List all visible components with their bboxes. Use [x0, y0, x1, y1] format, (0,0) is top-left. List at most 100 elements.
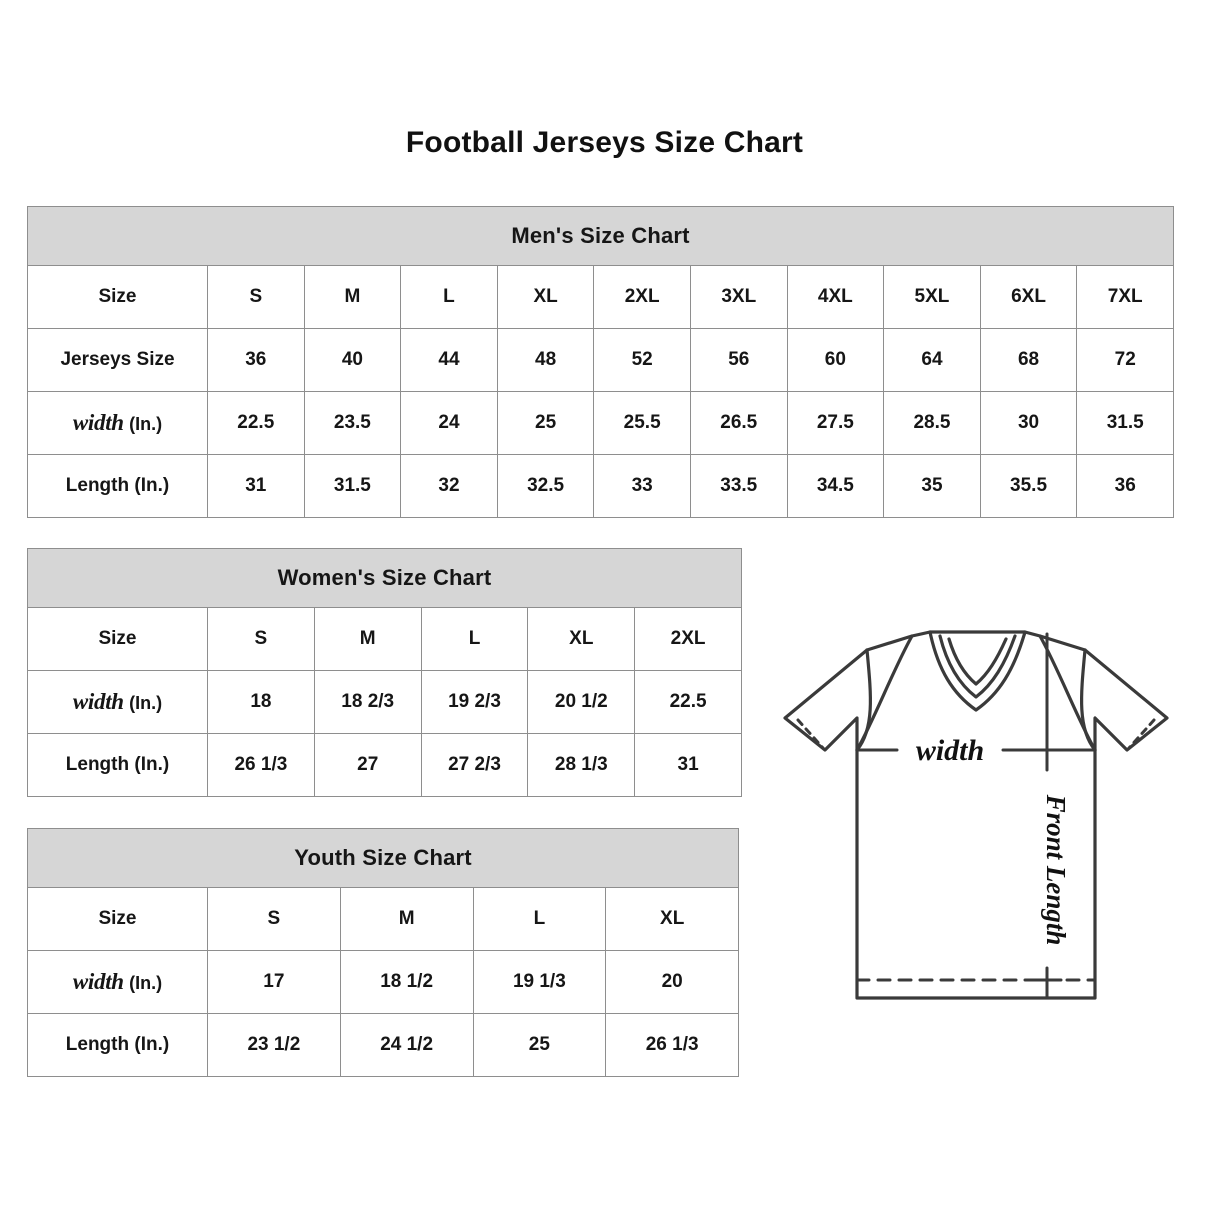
mens-width-value: 25.5 [593, 391, 691, 455]
womens-width-value: 18 2/3 [313, 670, 422, 734]
mens-length-value: 34.5 [786, 454, 885, 518]
mens-width-value: 24 [400, 391, 498, 455]
mens-width-value: 30 [979, 391, 1078, 455]
table-banner-row: Men's Size Chart [26, 206, 1175, 266]
mens-jerseys-size-value: 52 [593, 328, 691, 392]
mens-size-7xl: 7XL [1076, 265, 1175, 329]
row-label-length: Length (In.) [27, 454, 208, 518]
mens-length-value: 32.5 [496, 454, 595, 518]
mens-jerseys-size-value: 64 [883, 328, 981, 392]
mens-jerseys-size-value: 48 [496, 328, 595, 392]
width-unit-text: (In.) [129, 693, 163, 713]
row-label-width: width (In.) [27, 670, 208, 734]
youth-width-value: 17 [207, 950, 341, 1014]
mens-jerseys-size-value: 68 [979, 328, 1078, 392]
jersey-neck-inner [947, 637, 1008, 686]
table-row: Size S M L XL 2XL [27, 607, 743, 671]
row-label-size: Size [27, 607, 208, 671]
womens-width-value: 20 1/2 [527, 670, 636, 734]
row-label-length: Length (In.) [27, 733, 208, 797]
womens-width-value: 19 2/3 [420, 670, 529, 734]
mens-jerseys-size-value: 60 [786, 328, 885, 392]
width-italic-text: width [72, 410, 124, 435]
table-row: width (In.) 22.5 23.5 24 25 25.5 26.5 27… [27, 391, 1175, 455]
table-row: Size S M L XL 2XL 3XL 4XL 5XL 6XL 7XL [27, 265, 1175, 329]
youth-size-m: M [339, 887, 474, 951]
width-italic-text: width [72, 969, 124, 994]
womens-size-xl: XL [527, 607, 636, 671]
mens-jerseys-size-value: 36 [207, 328, 305, 392]
youth-width-value: 18 1/2 [339, 950, 474, 1014]
mens-size-xl: XL [496, 265, 595, 329]
jersey-body-outline [783, 630, 1169, 1000]
mens-width-value: 27.5 [786, 391, 885, 455]
womens-width-value: 22.5 [634, 670, 743, 734]
mens-length-value: 31 [207, 454, 305, 518]
womens-length-value: 27 [313, 733, 422, 797]
youth-width-value: 19 1/3 [472, 950, 607, 1014]
row-label-size: Size [27, 265, 208, 329]
mens-jerseys-size-value: 72 [1076, 328, 1175, 392]
table-row: Jerseys Size 36 40 44 48 52 56 60 64 68 … [27, 328, 1175, 392]
mens-size-s: S [207, 265, 305, 329]
table-row: Length (In.) 23 1/2 24 1/2 25 26 1/3 [27, 1013, 740, 1077]
mens-length-value: 31.5 [303, 454, 402, 518]
row-label-width: width (In.) [27, 391, 208, 455]
jersey-left-armhole [855, 634, 914, 752]
jersey-left-cuff-dash [796, 718, 825, 750]
table-row: Length (In.) 26 1/3 27 27 2/3 28 1/3 31 [27, 733, 743, 797]
youth-size-table: Youth Size Chart Size S M L XL width (In… [26, 828, 740, 1077]
mens-width-value: 22.5 [207, 391, 305, 455]
youth-size-s: S [207, 887, 341, 951]
row-label-length: Length (In.) [27, 1013, 208, 1077]
mens-jerseys-size-value: 40 [303, 328, 402, 392]
jersey-neck-middle [938, 634, 1017, 699]
mens-length-value: 35 [883, 454, 981, 518]
jersey-right-cuff-dash [1127, 718, 1156, 750]
youth-length-value: 24 1/2 [339, 1013, 474, 1077]
womens-size-2xl: 2XL [634, 607, 743, 671]
womens-size-l: L [420, 607, 529, 671]
mens-banner: Men's Size Chart [26, 206, 1175, 266]
youth-banner: Youth Size Chart [26, 828, 740, 888]
row-label-jerseys-size: Jerseys Size [27, 328, 208, 392]
mens-length-value: 32 [400, 454, 498, 518]
table-row: width (In.) 17 18 1/2 19 1/3 20 [27, 950, 740, 1014]
womens-width-value: 18 [207, 670, 315, 734]
width-unit-text: (In.) [129, 973, 163, 993]
mens-size-4xl: 4XL [786, 265, 885, 329]
diagram-front-length-label: Front Length [1041, 794, 1071, 946]
womens-length-value: 26 1/3 [207, 733, 315, 797]
youth-size-l: L [472, 887, 607, 951]
womens-length-value: 31 [634, 733, 743, 797]
jersey-neck-outer [928, 630, 1027, 712]
table-banner-row: Women's Size Chart [26, 548, 743, 608]
table-row: Size S M L XL [27, 887, 740, 951]
youth-length-value: 23 1/2 [207, 1013, 341, 1077]
womens-length-value: 28 1/3 [527, 733, 636, 797]
table-row: Length (In.) 31 31.5 32 32.5 33 33.5 34.… [27, 454, 1175, 518]
womens-size-table: Women's Size Chart Size S M L XL 2XL wid… [26, 548, 743, 797]
mens-size-l: L [400, 265, 498, 329]
mens-size-5xl: 5XL [883, 265, 981, 329]
mens-jerseys-size-value: 44 [400, 328, 498, 392]
youth-size-xl: XL [605, 887, 740, 951]
diagram-width-label: width [916, 734, 984, 767]
youth-length-value: 26 1/3 [605, 1013, 740, 1077]
row-label-width: width (In.) [27, 950, 208, 1014]
womens-size-m: M [313, 607, 422, 671]
mens-width-value: 23.5 [303, 391, 402, 455]
table-row: width (In.) 18 18 2/3 19 2/3 20 1/2 22.5 [27, 670, 743, 734]
width-unit-text: (In.) [129, 414, 163, 434]
row-label-size: Size [27, 887, 208, 951]
mens-size-table: Men's Size Chart Size S M L XL 2XL 3XL 4… [26, 206, 1175, 518]
jersey-measurement-diagram: width Front Length [775, 598, 1190, 1058]
mens-width-value: 28.5 [883, 391, 981, 455]
mens-width-value: 26.5 [689, 391, 788, 455]
mens-size-3xl: 3XL [689, 265, 788, 329]
womens-length-value: 27 2/3 [420, 733, 529, 797]
page-title: Football Jerseys Size Chart [405, 126, 804, 159]
mens-length-value: 33.5 [689, 454, 788, 518]
mens-length-value: 33 [593, 454, 691, 518]
mens-size-6xl: 6XL [979, 265, 1078, 329]
